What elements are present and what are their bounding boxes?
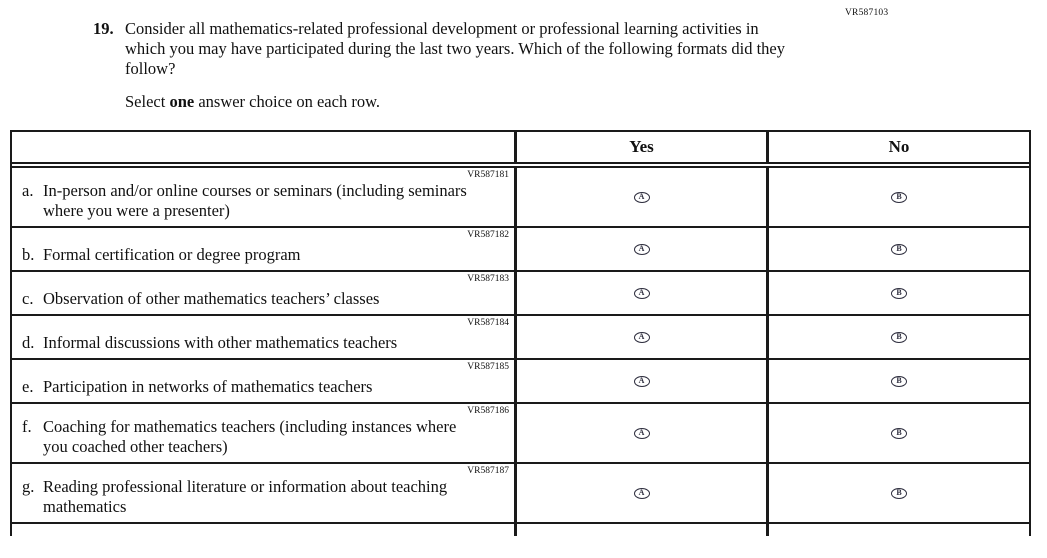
item-code-f: VR587186 (467, 406, 509, 416)
item-letter-a: a. (22, 181, 34, 200)
table-row-d: VR587184 d. Informal discussions with othe… (12, 316, 1029, 360)
table-body: VR587181 a. In-person and/or online course… (12, 168, 1029, 524)
item-label-d: Informal discussions with other mathemat… (43, 333, 398, 352)
item-letter-f: f. (22, 417, 32, 436)
item-letter-b: b. (22, 245, 35, 264)
answer-bubble-f-no[interactable]: B (891, 427, 907, 439)
item-label-b: Formal certification or degree program (43, 245, 301, 264)
answer-bubble-g-no[interactable]: B (891, 487, 907, 499)
item-text-d: d. Informal discussions with other mathem… (22, 333, 510, 353)
response-table: Yes No VR587181 a. In-person and/or online… (10, 130, 1031, 536)
no-cell-g: B (769, 464, 1029, 522)
answer-bubble-e-no[interactable]: B (891, 375, 907, 387)
yes-cell-c: A (517, 272, 769, 314)
item-label-c: Observation of other mathematics teacher… (43, 289, 380, 308)
item-label-e: Participation in networks of mathematics… (43, 377, 373, 396)
question-body: Consider all mathematics-related profess… (125, 19, 785, 112)
item-letter-d: d. (22, 333, 35, 352)
answer-bubble-g-yes[interactable]: A (633, 487, 650, 499)
answer-bubble-a-no[interactable]: B (891, 191, 907, 203)
item-cell-f: VR587186 f. Coaching for mathematics teach… (12, 404, 517, 462)
column-header-yes: Yes (517, 132, 769, 162)
item-label-f: Coaching for mathematics teachers (inclu… (43, 417, 457, 456)
cutoff-yes-cell (517, 524, 769, 536)
yes-cell-b: A (517, 228, 769, 270)
answer-bubble-d-yes[interactable]: A (633, 331, 650, 343)
item-label-a: In-person and/or online courses or semin… (43, 181, 467, 220)
answer-bubble-b-no[interactable]: B (891, 243, 907, 255)
answer-bubble-f-yes[interactable]: A (633, 427, 650, 439)
item-cell-g: VR587187 g. Reading professional literatur… (12, 464, 517, 522)
yes-cell-g: A (517, 464, 769, 522)
question-text: Consider all mathematics-related profess… (125, 19, 785, 78)
item-code-d: VR587184 (467, 318, 509, 328)
item-text-g: g. Reading professional literature or inf… (22, 477, 510, 517)
cutoff-no-cell (769, 524, 1029, 536)
instruction-suffix: answer choice on each row. (194, 92, 381, 111)
instruction-prefix: Select (125, 92, 170, 111)
no-cell-e: B (769, 360, 1029, 402)
column-header-items (12, 132, 517, 162)
item-cell-d: VR587184 d. Informal discussions with othe… (12, 316, 517, 358)
question-19: 19. Consider all mathematics-related pro… (93, 19, 785, 112)
answer-bubble-d-no[interactable]: B (891, 331, 907, 343)
item-cell-a: VR587181 a. In-person and/or online course… (12, 168, 517, 226)
cutoff-row (12, 524, 1029, 536)
form-code: VR587103 (845, 8, 889, 18)
no-cell-d: B (769, 316, 1029, 358)
item-text-e: e. Participation in networks of mathemati… (22, 377, 510, 397)
yes-cell-d: A (517, 316, 769, 358)
table-row-e: VR587185 e. Participation in networks of m… (12, 360, 1029, 404)
question-number: 19. (93, 19, 114, 38)
item-cell-e: VR587185 e. Participation in networks of m… (12, 360, 517, 402)
item-code-g: VR587187 (467, 466, 509, 476)
question-instruction: Select one answer choice on each row. (125, 92, 785, 112)
item-code-a: VR587181 (467, 170, 509, 180)
table-row-a: VR587181 a. In-person and/or online course… (12, 168, 1029, 228)
item-letter-e: e. (22, 377, 34, 396)
answer-bubble-c-no[interactable]: B (891, 287, 907, 299)
item-code-b: VR587182 (467, 230, 509, 240)
yes-cell-f: A (517, 404, 769, 462)
answer-bubble-a-yes[interactable]: A (633, 191, 650, 203)
column-header-no: No (888, 137, 910, 156)
item-letter-c: c. (22, 289, 34, 308)
table-header-row: Yes No (12, 132, 1029, 168)
item-text-c: c. Observation of other mathematics teach… (22, 289, 510, 309)
item-code-c: VR587183 (467, 274, 509, 284)
answer-bubble-b-yes[interactable]: A (633, 243, 650, 255)
item-label-g: Reading professional literature or infor… (43, 477, 448, 516)
answer-bubble-e-yes[interactable]: A (633, 375, 650, 387)
answer-bubble-c-yes[interactable]: A (633, 287, 650, 299)
instruction-bold-word: one (169, 92, 195, 111)
item-text-f: f. Coaching for mathematics teachers (inc… (22, 417, 510, 457)
no-cell-f: B (769, 404, 1029, 462)
table-row-c: VR587183 c. Observation of other mathemati… (12, 272, 1029, 316)
item-text-a: a. In-person and/or online courses or sem… (22, 181, 510, 221)
item-cell-c: VR587183 c. Observation of other mathemati… (12, 272, 517, 314)
item-text-b: b. Formal certification or degree program (22, 245, 510, 265)
yes-cell-e: A (517, 360, 769, 402)
table-row-f: VR587186 f. Coaching for mathematics teach… (12, 404, 1029, 464)
no-cell-b: B (769, 228, 1029, 270)
item-letter-g: g. (22, 477, 35, 496)
yes-cell-a: A (517, 168, 769, 226)
item-cell-b: VR587182 b. Formal certification or degree… (12, 228, 517, 270)
table-row-g: VR587187 g. Reading professional literatur… (12, 464, 1029, 524)
no-cell-c: B (769, 272, 1029, 314)
table-row-b: VR587182 b. Formal certification or degree… (12, 228, 1029, 272)
item-code-e: VR587185 (467, 362, 509, 372)
cutoff-item-cell (12, 524, 517, 536)
no-cell-a: B (769, 168, 1029, 226)
